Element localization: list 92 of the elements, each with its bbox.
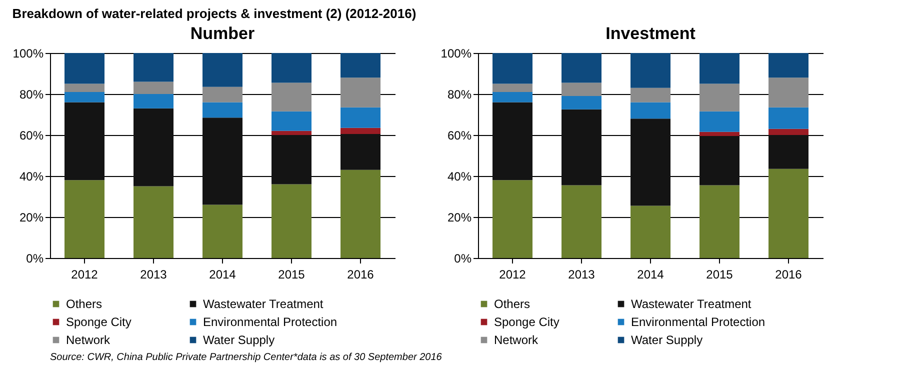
y-tick-label: 60% <box>19 128 44 142</box>
bar <box>562 82 602 96</box>
bar <box>64 180 104 258</box>
bar <box>64 53 104 84</box>
x-tick-label: 2016 <box>775 268 802 282</box>
legend-label: Water Supply <box>631 333 703 347</box>
legend-label: Wastewater Treatment <box>631 297 752 311</box>
x-tick-label: 2012 <box>499 268 526 282</box>
bar <box>768 128 808 135</box>
bar <box>134 53 174 82</box>
bar <box>492 84 532 92</box>
legend-label: Network <box>66 333 112 347</box>
legend-label: Network <box>494 333 540 347</box>
bar <box>272 184 312 258</box>
y-tick-label: 100% <box>12 46 44 60</box>
bar <box>340 53 380 78</box>
legend-label: Sponge City <box>66 315 132 329</box>
bar <box>272 82 312 112</box>
bar <box>64 92 104 102</box>
text: Breakdown of water-related projects & investment (2) (2012-2016) <box>12 6 416 21</box>
legend-label: Water Supply <box>203 333 275 347</box>
bar <box>562 96 602 110</box>
bar <box>562 53 602 83</box>
bar <box>272 135 312 184</box>
source-note: Source: CWR, China Public Private Partnership Center*data is as of 30 September 2016 <box>50 352 442 363</box>
bar <box>630 53 670 88</box>
bar <box>134 108 174 186</box>
chart-title: Number <box>190 24 255 43</box>
y-tick-label: 60% <box>447 128 472 142</box>
bar <box>562 109 602 186</box>
legend-label: Others <box>66 297 102 311</box>
y-tick-label: 80% <box>19 88 44 102</box>
bar <box>272 130 312 135</box>
bar <box>700 185 740 258</box>
x-tick-label: 2014 <box>637 268 664 282</box>
bar <box>768 107 808 129</box>
bar <box>492 102 532 180</box>
bar <box>64 84 104 92</box>
legend-label: Wastewater Treatment <box>203 297 324 311</box>
x-tick-label: 2015 <box>278 268 306 282</box>
bar <box>630 102 670 119</box>
bar <box>202 102 242 118</box>
bar <box>562 185 602 258</box>
bar <box>340 78 380 108</box>
legend-label: Environmental Protection <box>203 315 338 329</box>
y-tick-label: 80% <box>447 88 472 102</box>
bar <box>202 204 242 258</box>
legend-label: Others <box>494 297 530 311</box>
legend-label: Sponge City <box>494 315 560 329</box>
bar <box>768 168 808 258</box>
bar <box>630 206 670 258</box>
bar <box>630 88 670 102</box>
x-tick-label: 2015 <box>706 268 734 282</box>
bar <box>202 118 242 205</box>
x-tick-label: 2013 <box>140 268 168 282</box>
bar <box>700 111 740 132</box>
bar <box>630 118 670 206</box>
chart-title: Investment <box>606 24 696 43</box>
x-tick-label: 2016 <box>347 268 374 282</box>
bar <box>134 82 174 94</box>
bar <box>700 84 740 112</box>
y-tick-label: 20% <box>19 210 44 224</box>
y-tick-label: 0% <box>26 252 44 266</box>
bar <box>492 53 532 84</box>
bar <box>492 180 532 258</box>
bar <box>340 107 380 128</box>
y-tick-label: 100% <box>440 46 472 60</box>
bar <box>340 134 380 170</box>
bar <box>700 136 740 186</box>
bar <box>202 53 242 87</box>
y-tick-label: 40% <box>447 170 472 184</box>
bar <box>272 53 312 83</box>
y-tick-label: 40% <box>19 170 44 184</box>
bar <box>340 128 380 134</box>
bar <box>134 186 174 258</box>
x-tick-label: 2013 <box>568 268 596 282</box>
bar <box>700 132 740 136</box>
bar <box>768 53 808 78</box>
y-tick-label: 20% <box>447 210 472 224</box>
bar <box>272 111 312 131</box>
bar <box>340 170 380 258</box>
bar <box>768 78 808 108</box>
bar <box>202 86 242 102</box>
x-tick-label: 2012 <box>71 268 98 282</box>
bar <box>492 92 532 102</box>
y-tick-label: 0% <box>454 252 472 266</box>
bar <box>134 94 174 108</box>
x-tick-label: 2014 <box>209 268 236 282</box>
legend-label: Environmental Protection <box>631 315 766 329</box>
bar <box>768 135 808 169</box>
bar <box>700 53 740 84</box>
bar <box>64 102 104 180</box>
